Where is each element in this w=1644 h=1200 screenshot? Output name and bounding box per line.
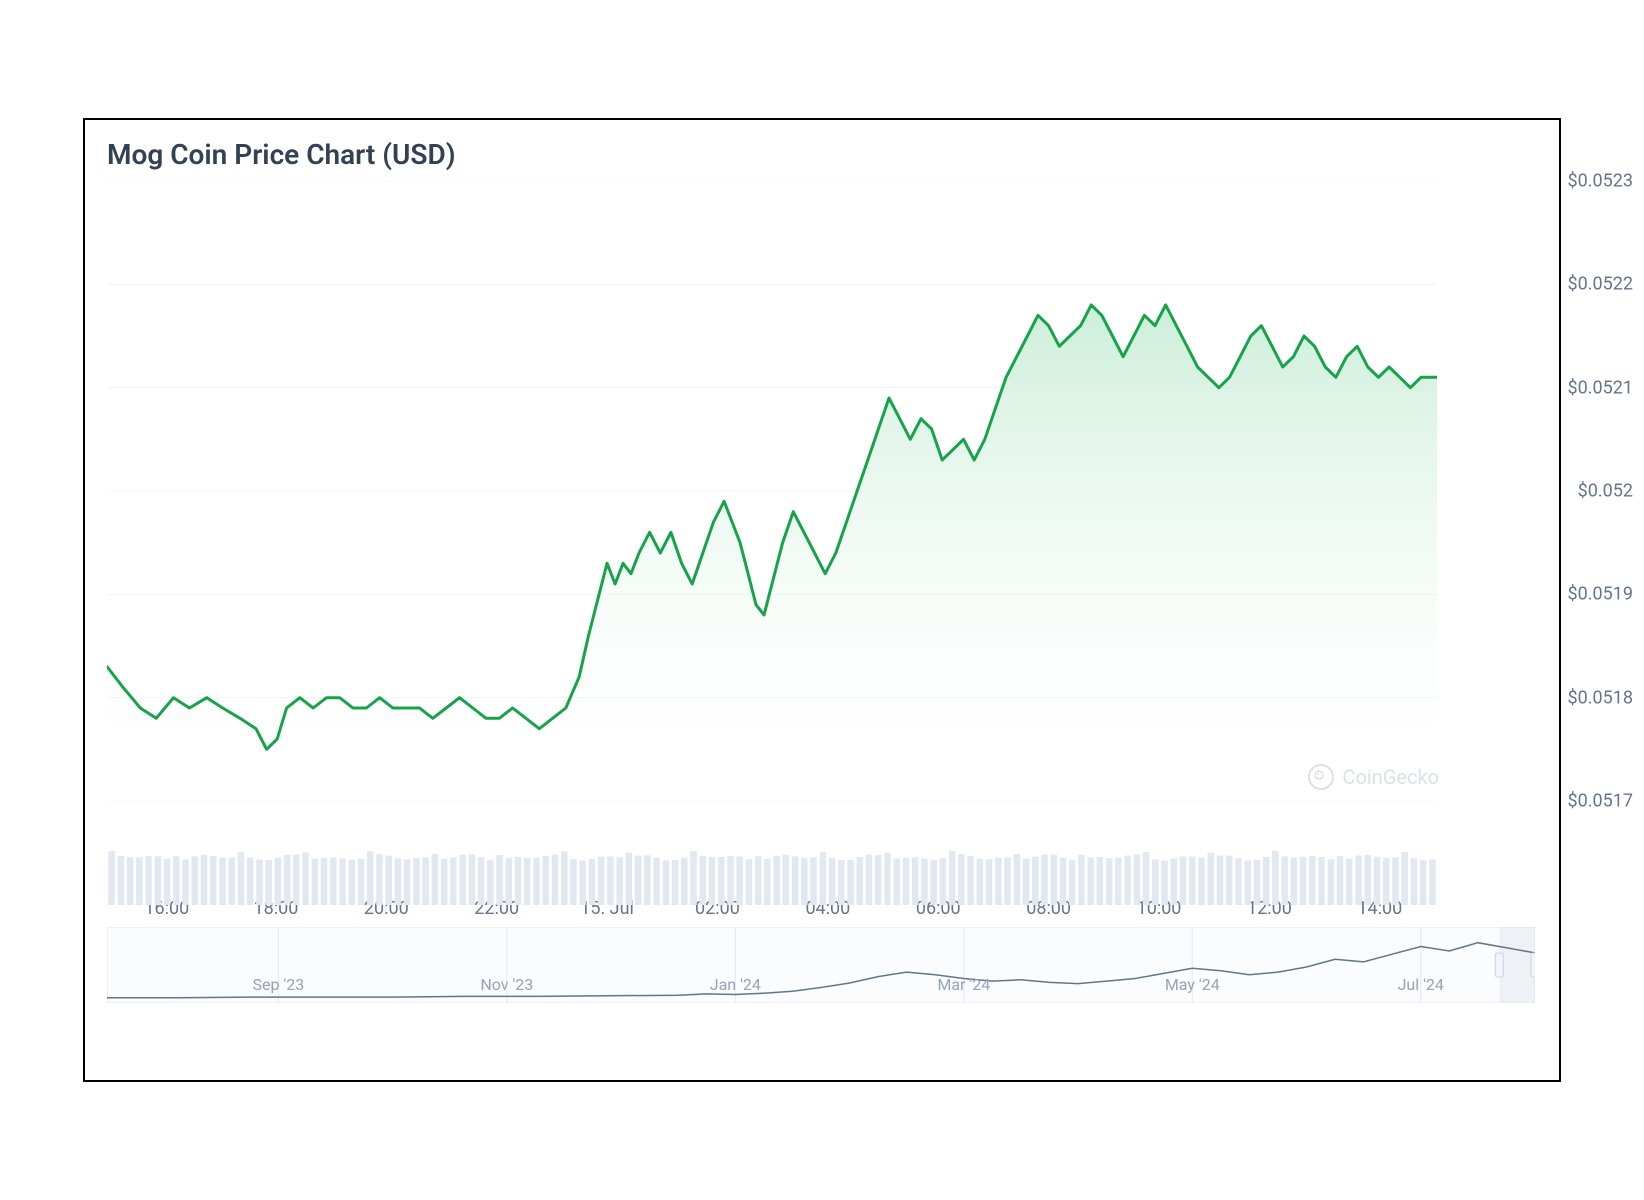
y-axis-label: $0.0521 xyxy=(1568,377,1633,398)
y-axis-label: $0.0517 xyxy=(1568,791,1633,812)
y-axis-label: $0.052 xyxy=(1578,481,1633,502)
y-axis-label: $0.0522 xyxy=(1568,274,1633,295)
navigator-x-label: Sep '23 xyxy=(253,975,305,994)
gecko-icon xyxy=(1308,764,1334,790)
navigator-x-label: May '24 xyxy=(1165,975,1220,994)
y-axis-label: $0.0519 xyxy=(1568,584,1633,605)
y-axis-label: $0.0518 xyxy=(1568,687,1633,708)
volume-chart-svg xyxy=(107,849,1437,905)
watermark-text: CoinGecko xyxy=(1342,765,1439,789)
chart-frame: Mog Coin Price Chart (USD) $0.0517$0.051… xyxy=(83,118,1561,1082)
main-chart-svg xyxy=(107,181,1437,801)
navigator-x-label: Mar '24 xyxy=(937,975,990,994)
navigator-chart-svg xyxy=(107,927,1535,1003)
main-chart[interactable]: $0.0517$0.0518$0.0519$0.052$0.0521$0.052… xyxy=(107,181,1537,801)
chart-title: Mog Coin Price Chart (USD) xyxy=(107,138,1537,171)
watermark: CoinGecko xyxy=(1308,764,1439,790)
navigator-chart[interactable]: Sep '23 Nov '23 Jan '24 Mar '24 May '24 Jul '… xyxy=(107,927,1535,1003)
navigator-x-label: Nov '23 xyxy=(480,975,533,994)
navigator-x-label: Jan '24 xyxy=(710,975,761,994)
navigator-x-label: Jul '24 xyxy=(1398,975,1444,994)
y-axis-label: $0.0523 xyxy=(1568,171,1633,192)
volume-chart[interactable] xyxy=(107,849,1437,905)
